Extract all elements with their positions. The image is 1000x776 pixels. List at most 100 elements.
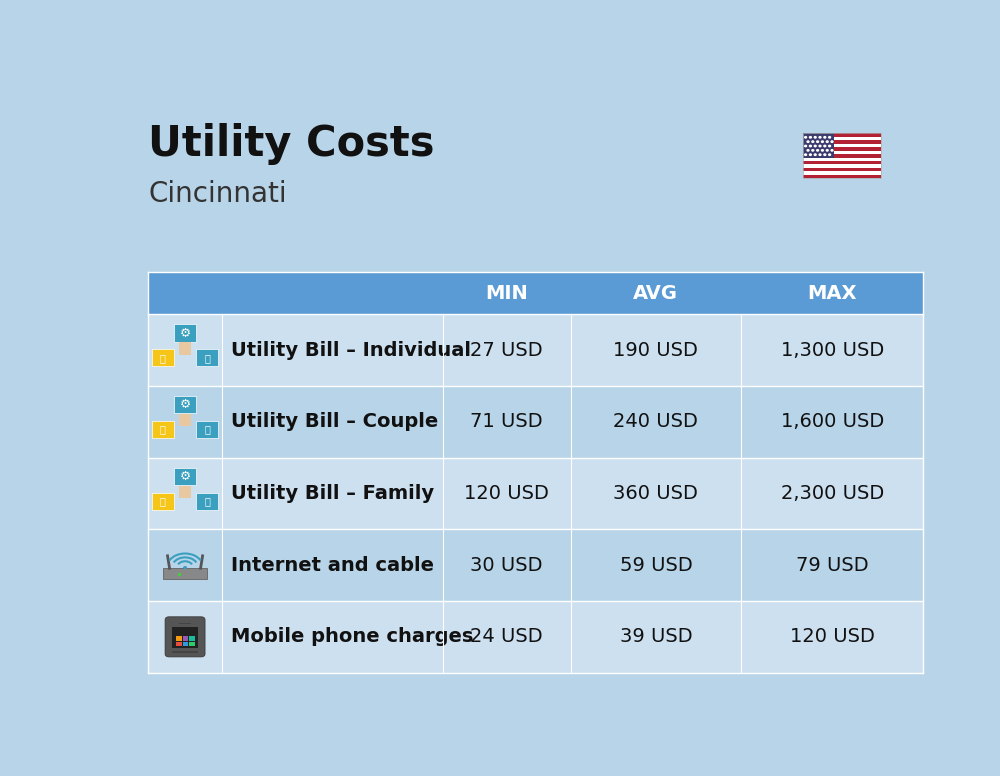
Bar — [189, 636, 195, 641]
Bar — [803, 133, 881, 137]
Bar — [152, 349, 174, 366]
Text: 2,300 USD: 2,300 USD — [781, 484, 884, 503]
Text: 120 USD: 120 USD — [790, 627, 875, 646]
Text: Utility Costs: Utility Costs — [148, 123, 435, 165]
Text: 59 USD: 59 USD — [620, 556, 692, 575]
Text: Utility Bill – Individual: Utility Bill – Individual — [231, 341, 471, 359]
Circle shape — [814, 137, 816, 138]
Circle shape — [805, 154, 807, 155]
Bar — [196, 493, 218, 510]
Text: 🚿: 🚿 — [204, 424, 210, 435]
Text: 🚿: 🚿 — [204, 353, 210, 363]
Circle shape — [829, 145, 831, 147]
Bar — [803, 154, 881, 158]
Text: Mobile phone charges: Mobile phone charges — [231, 627, 474, 646]
Circle shape — [821, 150, 823, 151]
Bar — [148, 458, 923, 529]
Bar — [803, 144, 881, 147]
Bar — [152, 493, 174, 510]
Bar — [179, 486, 191, 498]
FancyBboxPatch shape — [165, 617, 205, 657]
Text: 🔌: 🔌 — [160, 424, 166, 435]
Text: 240 USD: 240 USD — [613, 412, 698, 431]
Text: 71 USD: 71 USD — [470, 412, 543, 431]
Bar — [803, 171, 881, 175]
Bar — [179, 623, 191, 625]
Circle shape — [809, 137, 811, 138]
Circle shape — [805, 145, 807, 147]
Circle shape — [829, 137, 831, 138]
Circle shape — [814, 145, 816, 147]
Circle shape — [807, 150, 809, 151]
Bar — [803, 151, 881, 154]
Text: Internet and cable: Internet and cable — [231, 556, 434, 575]
Circle shape — [826, 141, 828, 142]
Circle shape — [824, 145, 826, 147]
Bar — [803, 133, 834, 158]
Bar — [803, 140, 881, 144]
Bar — [803, 165, 881, 168]
Text: Utility Bill – Couple: Utility Bill – Couple — [231, 412, 438, 431]
Text: MIN: MIN — [485, 284, 528, 303]
Circle shape — [826, 150, 828, 151]
Bar — [803, 133, 881, 178]
Bar — [803, 133, 881, 178]
Circle shape — [831, 141, 833, 142]
Circle shape — [817, 141, 819, 142]
Text: Cincinnati: Cincinnati — [148, 180, 287, 208]
Bar — [189, 642, 195, 646]
Circle shape — [817, 150, 819, 151]
Bar — [176, 636, 182, 641]
Bar — [183, 642, 188, 646]
Bar — [174, 468, 196, 485]
Bar — [183, 636, 188, 641]
Text: 1,300 USD: 1,300 USD — [781, 341, 884, 359]
Circle shape — [824, 137, 826, 138]
Bar — [196, 349, 218, 366]
Bar — [172, 627, 198, 648]
Text: 30 USD: 30 USD — [470, 556, 543, 575]
Circle shape — [821, 141, 823, 142]
Text: 27 USD: 27 USD — [470, 341, 543, 359]
Circle shape — [829, 154, 831, 155]
Circle shape — [183, 566, 187, 569]
Text: 24 USD: 24 USD — [470, 627, 543, 646]
Bar — [803, 147, 881, 151]
Bar — [174, 324, 196, 341]
Circle shape — [812, 141, 814, 142]
Text: ⚙: ⚙ — [179, 470, 191, 483]
Bar — [163, 568, 207, 579]
Bar — [803, 168, 881, 171]
Bar — [179, 414, 191, 427]
Bar — [148, 386, 923, 458]
Text: 120 USD: 120 USD — [464, 484, 549, 503]
Text: ⚙: ⚙ — [179, 398, 191, 411]
Circle shape — [809, 145, 811, 147]
Bar — [152, 421, 174, 438]
Text: 🔌: 🔌 — [160, 353, 166, 363]
Bar — [803, 161, 881, 165]
Bar — [148, 529, 923, 601]
Text: Utility Bill – Family: Utility Bill – Family — [231, 484, 434, 503]
Text: AVG: AVG — [633, 284, 678, 303]
Text: 360 USD: 360 USD — [613, 484, 698, 503]
Circle shape — [819, 154, 821, 155]
Text: 39 USD: 39 USD — [620, 627, 692, 646]
Circle shape — [819, 137, 821, 138]
Circle shape — [805, 137, 807, 138]
Circle shape — [824, 154, 826, 155]
Circle shape — [812, 150, 814, 151]
Bar — [803, 137, 881, 140]
Text: MAX: MAX — [807, 284, 857, 303]
Bar — [803, 158, 881, 161]
Circle shape — [807, 141, 809, 142]
Text: ⚙: ⚙ — [179, 327, 191, 339]
Bar — [148, 272, 923, 314]
Bar — [803, 175, 881, 178]
Circle shape — [819, 145, 821, 147]
Bar — [148, 314, 923, 386]
Bar — [148, 601, 923, 673]
Bar — [172, 651, 198, 653]
Text: 1,600 USD: 1,600 USD — [781, 412, 884, 431]
Text: 190 USD: 190 USD — [613, 341, 698, 359]
